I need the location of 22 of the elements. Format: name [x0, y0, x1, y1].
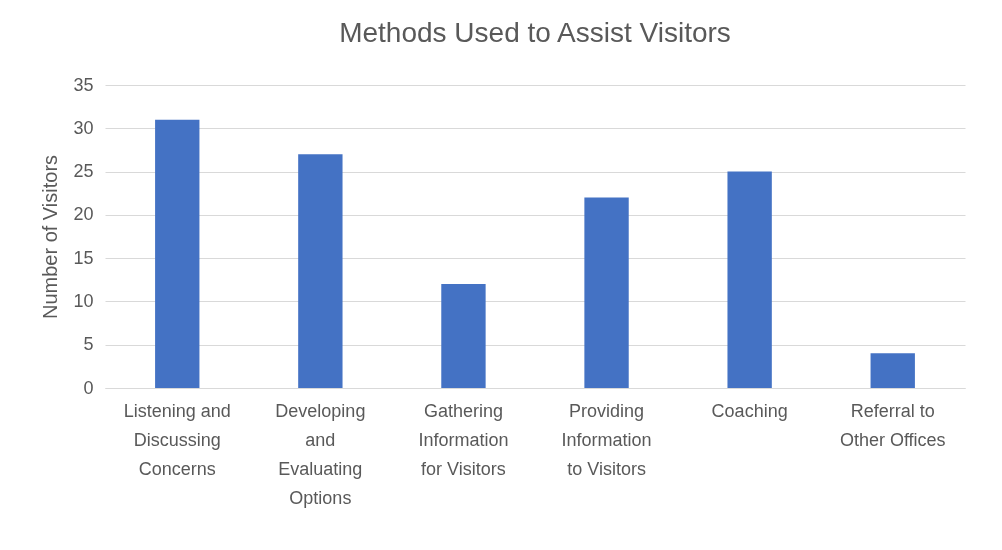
- y-tick-label: 5: [83, 334, 94, 355]
- x-tick-label: Coaching: [711, 400, 788, 421]
- y-tick-label: 0: [83, 377, 94, 398]
- x-tick-label: Gathering Information for Visitors: [418, 400, 509, 479]
- y-tick-label: 10: [73, 290, 94, 311]
- bar: [441, 284, 486, 388]
- bar: [870, 353, 915, 388]
- y-tick-label: 15: [73, 247, 94, 268]
- y-tick-label: 35: [73, 74, 94, 95]
- chart-title: Methods Used to Assist Visitors: [339, 17, 731, 48]
- y-tick-label: 20: [73, 204, 94, 225]
- y-tick-label: 30: [73, 117, 94, 138]
- x-tick-label: Developing and Evaluating Options: [275, 400, 366, 508]
- x-tick-label: Providing Information to Visitors: [561, 400, 652, 479]
- x-tick-label: Listening and Discussing Concerns: [123, 400, 231, 479]
- y-axis-title: Number of Visitors: [39, 154, 62, 320]
- x-tick-label: Referral to Other Offices: [839, 400, 946, 450]
- bar: [584, 197, 629, 388]
- bar: [298, 154, 343, 388]
- bar: [727, 171, 772, 388]
- bar: [155, 119, 200, 388]
- y-tick-label: 25: [73, 161, 94, 182]
